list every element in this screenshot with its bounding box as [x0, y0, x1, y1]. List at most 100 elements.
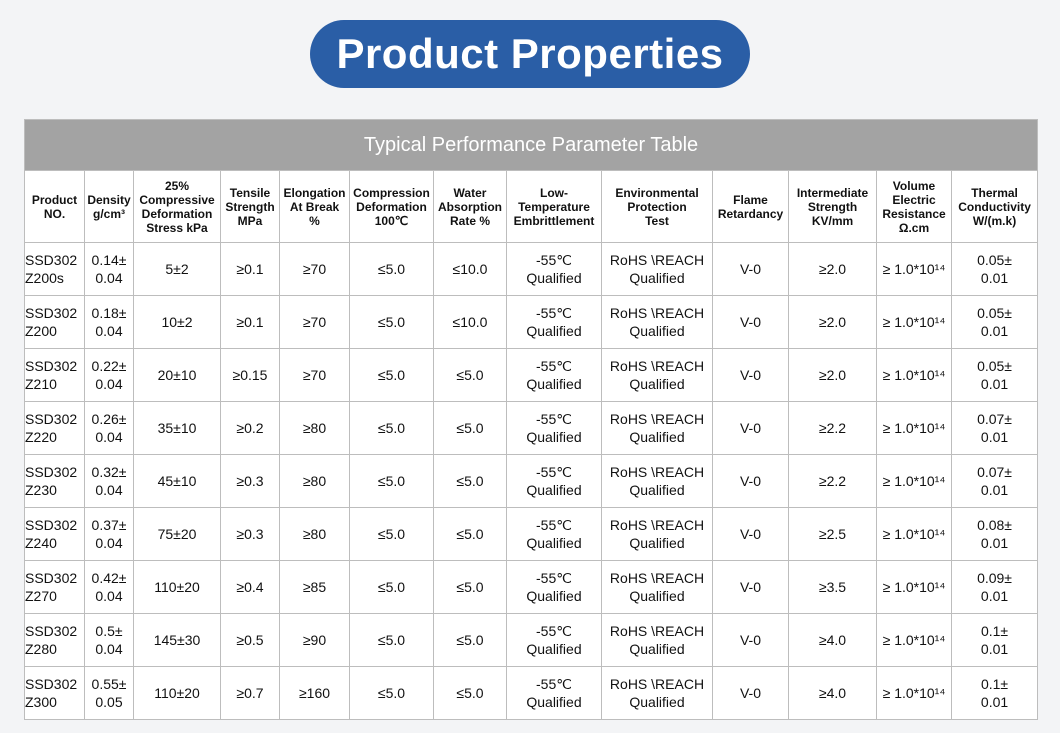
table-cell: ≥0.2: [220, 401, 280, 455]
table-cell: SSD302 Z280: [24, 613, 85, 667]
table-cell: ≥0.1: [220, 242, 280, 296]
table-cell: 145±30: [133, 613, 221, 667]
table-row: SSD302 Z270 0.42± 0.04 110±20 ≥0.4 ≥85 ≤5.0 ≤5…: [24, 560, 1039, 614]
table-cell: ≥0.15: [220, 348, 280, 402]
table-cell: -55℃ Qualified: [506, 507, 602, 561]
table-cell: ≥ 1.0*10¹⁴: [876, 507, 952, 561]
table-cell: ≤10.0: [433, 295, 507, 349]
table-cell: SSD302 Z270: [24, 560, 85, 614]
table-cell: SSD302 Z200s: [24, 242, 85, 296]
column-header: Compression Deformation 100℃: [349, 170, 434, 243]
table-cell: ≥2.2: [788, 401, 877, 455]
table-cell: 35±10: [133, 401, 221, 455]
table-cell: 0.05± 0.01: [950, 348, 1039, 402]
table-cell: ≥90: [279, 613, 350, 667]
column-header: Intermediate Strength KV/mm: [788, 170, 877, 243]
caption-row: Typical Performance Parameter Table: [23, 119, 1039, 171]
table-cell: 0.22± 0.04: [84, 348, 134, 402]
table-cell: ≥0.3: [220, 454, 280, 508]
table-cell: V-0: [712, 295, 789, 349]
table-cell: ≤5.0: [349, 507, 434, 561]
table-cell: ≤5.0: [349, 242, 434, 296]
table-cell: SSD302 Z200: [24, 295, 85, 349]
table-cell: ≥4.0: [788, 666, 877, 720]
parameter-table: Typical Performance Parameter Table Prod…: [23, 119, 1039, 720]
table-cell: ≤5.0: [349, 613, 434, 667]
table-cell: 0.18± 0.04: [84, 295, 134, 349]
table-cell: ≤5.0: [433, 666, 507, 720]
column-header: Elongation At Break %: [279, 170, 350, 243]
table-caption: Typical Performance Parameter Table: [23, 119, 1039, 171]
table-cell: ≥70: [279, 348, 350, 402]
table-cell: -55℃ Qualified: [506, 454, 602, 508]
column-header: Environmental Protection Test: [601, 170, 713, 243]
table-cell: ≥2.0: [788, 348, 877, 402]
column-header: Water Absorption Rate %: [433, 170, 507, 243]
column-header: Flame Retardancy: [712, 170, 789, 243]
column-header: Product NO.: [24, 170, 85, 243]
table-cell: ≥2.2: [788, 454, 877, 508]
table-cell: 0.1± 0.01: [950, 666, 1039, 720]
table-cell: V-0: [712, 666, 789, 720]
table-cell: 75±20: [133, 507, 221, 561]
table-cell: RoHS \REACH Qualified: [601, 613, 713, 667]
table-cell: V-0: [712, 613, 789, 667]
table-cell: 5±2: [133, 242, 221, 296]
table-cell: SSD302 Z240: [24, 507, 85, 561]
table-cell: ≥4.0: [788, 613, 877, 667]
table-cell: -55℃ Qualified: [506, 401, 602, 455]
table-cell: ≥ 1.0*10¹⁴: [876, 401, 952, 455]
table-cell: SSD302 Z220: [24, 401, 85, 455]
column-header: Low- Temperature Embrittlement: [506, 170, 602, 243]
table-cell: ≥ 1.0*10¹⁴: [876, 295, 952, 349]
table-cell: RoHS \REACH Qualified: [601, 242, 713, 296]
table-cell: RoHS \REACH Qualified: [601, 454, 713, 508]
table-cell: RoHS \REACH Qualified: [601, 560, 713, 614]
table-cell: ≥2.5: [788, 507, 877, 561]
column-header: Tensile Strength MPa: [220, 170, 280, 243]
table-cell: 0.08± 0.01: [950, 507, 1039, 561]
column-header: Density g/cm³: [84, 170, 134, 243]
table-cell: RoHS \REACH Qualified: [601, 348, 713, 402]
table-cell: V-0: [712, 348, 789, 402]
table-cell: ≤5.0: [349, 401, 434, 455]
table-cell: SSD302 Z210: [24, 348, 85, 402]
table-cell: ≥0.4: [220, 560, 280, 614]
table-row: SSD302 Z240 0.37± 0.04 75±20 ≥0.3 ≥80 ≤5.0 ≤5.…: [24, 507, 1039, 561]
table-cell: -55℃ Qualified: [506, 560, 602, 614]
table-cell: V-0: [712, 560, 789, 614]
table-cell: 0.55± 0.05: [84, 666, 134, 720]
page-title: Product Properties: [310, 20, 750, 88]
table-cell: 0.37± 0.04: [84, 507, 134, 561]
table-cell: ≤5.0: [433, 454, 507, 508]
table-cell: ≥2.0: [788, 242, 877, 296]
table-cell: 110±20: [133, 666, 221, 720]
table-cell: ≥ 1.0*10¹⁴: [876, 454, 952, 508]
table-cell: 0.14± 0.04: [84, 242, 134, 296]
table-cell: V-0: [712, 401, 789, 455]
table-cell: RoHS \REACH Qualified: [601, 401, 713, 455]
table-cell: ≤5.0: [349, 560, 434, 614]
table-cell: RoHS \REACH Qualified: [601, 507, 713, 561]
table-cell: -55℃ Qualified: [506, 348, 602, 402]
table-cell: ≤5.0: [433, 560, 507, 614]
table-cell: ≥160: [279, 666, 350, 720]
table-cell: ≥ 1.0*10¹⁴: [876, 560, 952, 614]
table-cell: ≤5.0: [349, 295, 434, 349]
table-head: Typical Performance Parameter Table Prod…: [23, 119, 1039, 243]
table-cell: 0.07± 0.01: [950, 401, 1039, 455]
table-cell: ≥85: [279, 560, 350, 614]
table-cell: RoHS \REACH Qualified: [601, 666, 713, 720]
table-cell: 0.5± 0.04: [84, 613, 134, 667]
table-cell: 0.09± 0.01: [950, 560, 1039, 614]
table-cell: SSD302 Z300: [24, 666, 85, 720]
table-cell: ≥3.5: [788, 560, 877, 614]
table-cell: -55℃ Qualified: [506, 295, 602, 349]
table-cell: 0.05± 0.01: [950, 295, 1039, 349]
table-cell: ≤5.0: [349, 666, 434, 720]
table-cell: ≥80: [279, 507, 350, 561]
table-cell: 0.1± 0.01: [950, 613, 1039, 667]
table-cell: ≤10.0: [433, 242, 507, 296]
table-cell: ≥ 1.0*10¹⁴: [876, 666, 952, 720]
